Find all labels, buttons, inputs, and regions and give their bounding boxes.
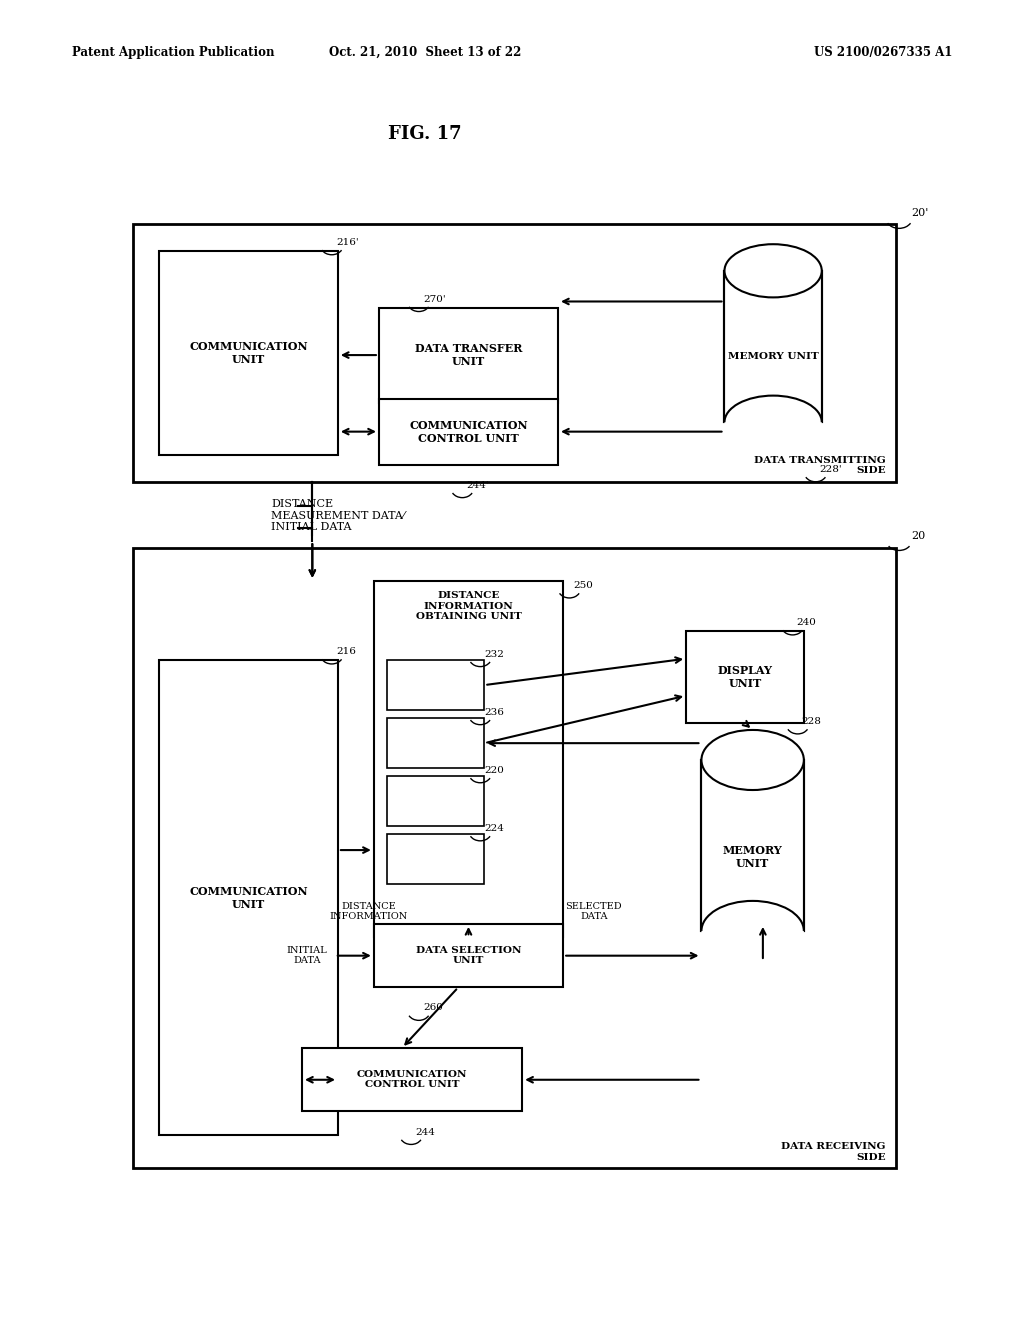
Text: 240: 240 [797, 618, 816, 627]
Text: 216': 216' [336, 238, 358, 247]
Bar [133, 548, 896, 1168]
Text: MEMORY UNIT: MEMORY UNIT [728, 352, 818, 362]
Bar [133, 224, 896, 482]
Text: COMMUNICATION
CONTROL UNIT: COMMUNICATION CONTROL UNIT [410, 420, 527, 444]
Bar [159, 251, 338, 455]
Text: 228': 228' [819, 465, 843, 474]
Text: DATA TRANSFER
UNIT: DATA TRANSFER UNIT [415, 343, 522, 367]
Bar [725, 271, 821, 422]
Text: SELECTED
DATA: SELECTED DATA [565, 902, 623, 921]
Text: 250: 250 [573, 581, 593, 590]
Text: DISTANCE
MEASUREMENT DATA⁄
INITIAL DATA: DISTANCE MEASUREMENT DATA⁄ INITIAL DATA [271, 499, 406, 532]
Text: DATA SELECTION
UNIT: DATA SELECTION UNIT [416, 946, 521, 965]
Bar [379, 399, 558, 465]
Text: INITIAL
DATA: INITIAL DATA [287, 946, 328, 965]
Text: US 2100/0267335 A1: US 2100/0267335 A1 [814, 46, 952, 59]
Text: 270': 270' [423, 294, 445, 304]
Text: COMMUNICATION
UNIT: COMMUNICATION UNIT [189, 341, 307, 366]
Bar [374, 581, 563, 937]
Bar [302, 1048, 522, 1111]
Bar [387, 776, 484, 826]
Text: 224: 224 [484, 824, 504, 833]
Text: MEMORY
UNIT: MEMORY UNIT [723, 845, 782, 869]
Bar [387, 834, 484, 884]
Text: 20': 20' [911, 207, 929, 218]
Bar [387, 718, 484, 768]
Text: 20: 20 [911, 531, 926, 541]
Text: 244': 244' [467, 480, 489, 490]
Ellipse shape [725, 396, 821, 449]
Ellipse shape [701, 902, 804, 961]
Bar [686, 631, 804, 723]
Text: DATA RECEIVING
SIDE: DATA RECEIVING SIDE [781, 1142, 886, 1162]
Bar [379, 308, 558, 403]
Text: 228: 228 [802, 717, 821, 726]
Ellipse shape [725, 244, 821, 297]
Text: DISTANCE
INFORMATION
OBTAINING UNIT: DISTANCE INFORMATION OBTAINING UNIT [416, 591, 521, 622]
Text: DISPLAY
UNIT: DISPLAY UNIT [718, 665, 772, 689]
Bar [374, 924, 563, 987]
Text: 220: 220 [484, 766, 504, 775]
Text: 216: 216 [336, 647, 355, 656]
Text: DISTANCE
INFORMATION: DISTANCE INFORMATION [330, 902, 408, 921]
Text: FIG. 17: FIG. 17 [388, 125, 462, 144]
Text: DATA TRANSMITTING
SIDE: DATA TRANSMITTING SIDE [754, 455, 886, 475]
Text: 236: 236 [484, 708, 504, 717]
Text: COMMUNICATION
CONTROL UNIT: COMMUNICATION CONTROL UNIT [357, 1071, 467, 1089]
Bar [159, 660, 338, 1135]
Text: Oct. 21, 2010  Sheet 13 of 22: Oct. 21, 2010 Sheet 13 of 22 [329, 46, 521, 59]
Text: COMMUNICATION
UNIT: COMMUNICATION UNIT [189, 886, 307, 909]
Bar [701, 760, 804, 931]
Text: 260: 260 [423, 1003, 442, 1012]
Text: 244: 244 [416, 1127, 435, 1137]
Bar [387, 660, 484, 710]
Text: Patent Application Publication: Patent Application Publication [72, 46, 274, 59]
Ellipse shape [701, 730, 804, 789]
Text: 232: 232 [484, 649, 504, 659]
